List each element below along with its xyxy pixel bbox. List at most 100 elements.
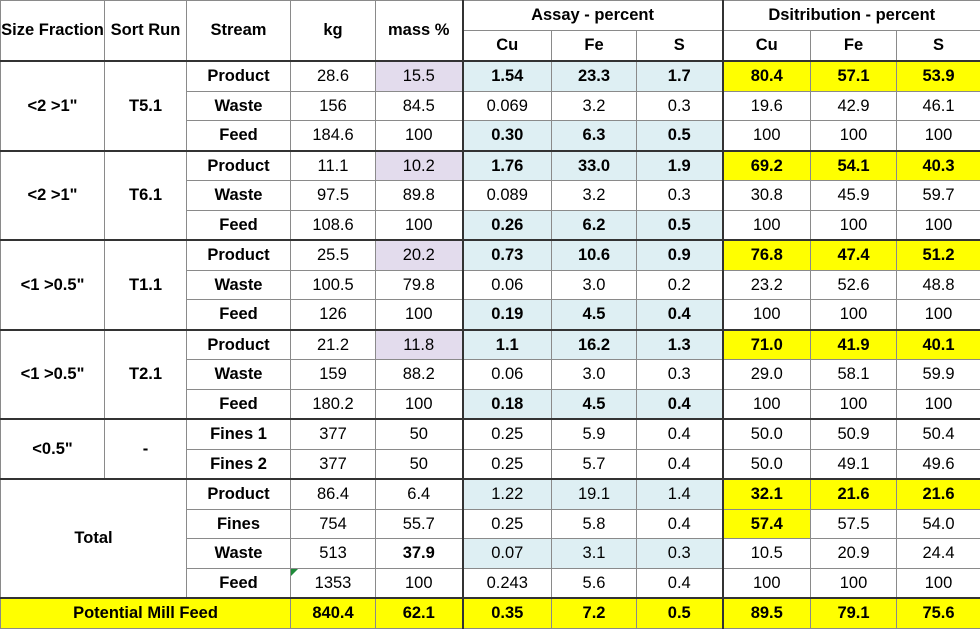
assay-s-cell: 0.3: [637, 181, 723, 211]
assay-fe-cell: 3.0: [552, 270, 637, 300]
dist-s-cell: 48.8: [897, 270, 980, 300]
mass-cell: 20.2: [376, 240, 463, 270]
assay-s-cell: 0.9: [637, 240, 723, 270]
dist-cu-cell: 10.5: [723, 539, 811, 569]
sort-run-cell: T5.1: [105, 61, 187, 151]
mill-feed-row: Potential Mill Feed 840.4 62.1 0.35 7.2 …: [1, 598, 980, 629]
header-mass-pct: mass %: [376, 1, 463, 62]
dist-fe-cell: 21.6: [811, 479, 897, 509]
stream-cell: Product: [187, 330, 291, 360]
dist-fe-cell: 57.5: [811, 509, 897, 539]
kg-cell: 21.2: [291, 330, 376, 360]
assay-s-cell: 1.4: [637, 479, 723, 509]
mill-assay-cu-cell: 0.35: [463, 598, 552, 629]
dist-s-cell: 50.4: [897, 419, 980, 449]
dist-cu-cell: 100: [723, 121, 811, 151]
table-row: <2 >1" T6.1 Product 11.1 10.2 1.76 33.0 …: [1, 151, 980, 181]
mass-cell: 88.2: [376, 360, 463, 390]
mass-cell: 100: [376, 300, 463, 330]
stream-cell: Waste: [187, 539, 291, 569]
assay-fe-cell: 3.2: [552, 91, 637, 121]
assay-cu-cell: 0.25: [463, 419, 552, 449]
assay-cu-cell: 1.1: [463, 330, 552, 360]
dist-cu-cell: 32.1: [723, 479, 811, 509]
assay-fe-cell: 23.3: [552, 61, 637, 91]
dist-s-cell: 46.1: [897, 91, 980, 121]
kg-cell: 1353: [291, 568, 376, 598]
mass-cell: 55.7: [376, 509, 463, 539]
mill-assay-fe-cell: 7.2: [552, 598, 637, 629]
header-kg: kg: [291, 1, 376, 62]
assay-s-cell: 0.4: [637, 509, 723, 539]
assay-fe-cell: 19.1: [552, 479, 637, 509]
dist-s-cell: 54.0: [897, 509, 980, 539]
dist-fe-cell: 100: [811, 568, 897, 598]
mill-kg-cell: 840.4: [291, 598, 376, 629]
stream-cell: Feed: [187, 121, 291, 151]
dist-fe-cell: 45.9: [811, 181, 897, 211]
dist-cu-cell: 29.0: [723, 360, 811, 390]
assay-cu-cell: 0.18: [463, 389, 552, 419]
dist-fe-cell: 47.4: [811, 240, 897, 270]
dist-fe-cell: 52.6: [811, 270, 897, 300]
dist-cu-cell: 76.8: [723, 240, 811, 270]
assay-fe-cell: 10.6: [552, 240, 637, 270]
dist-cu-cell: 80.4: [723, 61, 811, 91]
assay-s-cell: 0.4: [637, 389, 723, 419]
mass-cell: 15.5: [376, 61, 463, 91]
assay-s-cell: 0.5: [637, 210, 723, 240]
header-size-fraction: Size Fraction: [1, 1, 105, 62]
dist-s-cell: 100: [897, 121, 980, 151]
dist-s-cell: 40.1: [897, 330, 980, 360]
kg-cell: 108.6: [291, 210, 376, 240]
stream-cell: Feed: [187, 210, 291, 240]
sort-run-cell: T1.1: [105, 240, 187, 330]
assay-cu-cell: 0.243: [463, 568, 552, 598]
dist-s-cell: 100: [897, 300, 980, 330]
dist-fe-cell: 58.1: [811, 360, 897, 390]
header-dist-cu: Cu: [723, 31, 811, 62]
assay-cu-cell: 0.06: [463, 360, 552, 390]
assay-cu-cell: 0.73: [463, 240, 552, 270]
assay-fe-cell: 5.9: [552, 419, 637, 449]
mill-mass-cell: 62.1: [376, 598, 463, 629]
assay-cu-cell: 0.19: [463, 300, 552, 330]
kg-cell: 156: [291, 91, 376, 121]
kg-cell: 86.4: [291, 479, 376, 509]
stream-cell: Product: [187, 61, 291, 91]
assay-fe-cell: 6.3: [552, 121, 637, 151]
kg-cell: 513: [291, 539, 376, 569]
header-sort-run: Sort Run: [105, 1, 187, 62]
table-row: <0.5" - Fines 1 377 50 0.25 5.9 0.4 50.0…: [1, 419, 980, 449]
dist-s-cell: 53.9: [897, 61, 980, 91]
mass-cell: 84.5: [376, 91, 463, 121]
mass-cell: 50: [376, 419, 463, 449]
header-row-1: Size Fraction Sort Run Stream kg mass % …: [1, 1, 980, 31]
dist-cu-cell: 100: [723, 389, 811, 419]
assay-s-cell: 1.3: [637, 330, 723, 360]
assay-fe-cell: 5.8: [552, 509, 637, 539]
mill-feed-label: Potential Mill Feed: [1, 598, 291, 629]
header-dist-fe: Fe: [811, 31, 897, 62]
kg-cell: 377: [291, 449, 376, 479]
assay-s-cell: 1.9: [637, 151, 723, 181]
header-dist-s: S: [897, 31, 980, 62]
dist-cu-cell: 100: [723, 210, 811, 240]
kg-cell: 754: [291, 509, 376, 539]
dist-s-cell: 49.6: [897, 449, 980, 479]
table-row: <1 >0.5" T1.1 Product 25.5 20.2 0.73 10.…: [1, 240, 980, 270]
mass-cell: 100: [376, 389, 463, 419]
size-fraction-cell: <0.5": [1, 419, 105, 479]
assay-cu-cell: 0.089: [463, 181, 552, 211]
stream-cell: Waste: [187, 270, 291, 300]
assay-cu-cell: 0.30: [463, 121, 552, 151]
dist-cu-cell: 50.0: [723, 449, 811, 479]
assay-fe-cell: 5.7: [552, 449, 637, 479]
assay-s-cell: 0.3: [637, 91, 723, 121]
dist-cu-cell: 69.2: [723, 151, 811, 181]
assay-cu-cell: 0.26: [463, 210, 552, 240]
size-fraction-cell: <2 >1": [1, 151, 105, 241]
mass-cell: 89.8: [376, 181, 463, 211]
dist-s-cell: 100: [897, 568, 980, 598]
